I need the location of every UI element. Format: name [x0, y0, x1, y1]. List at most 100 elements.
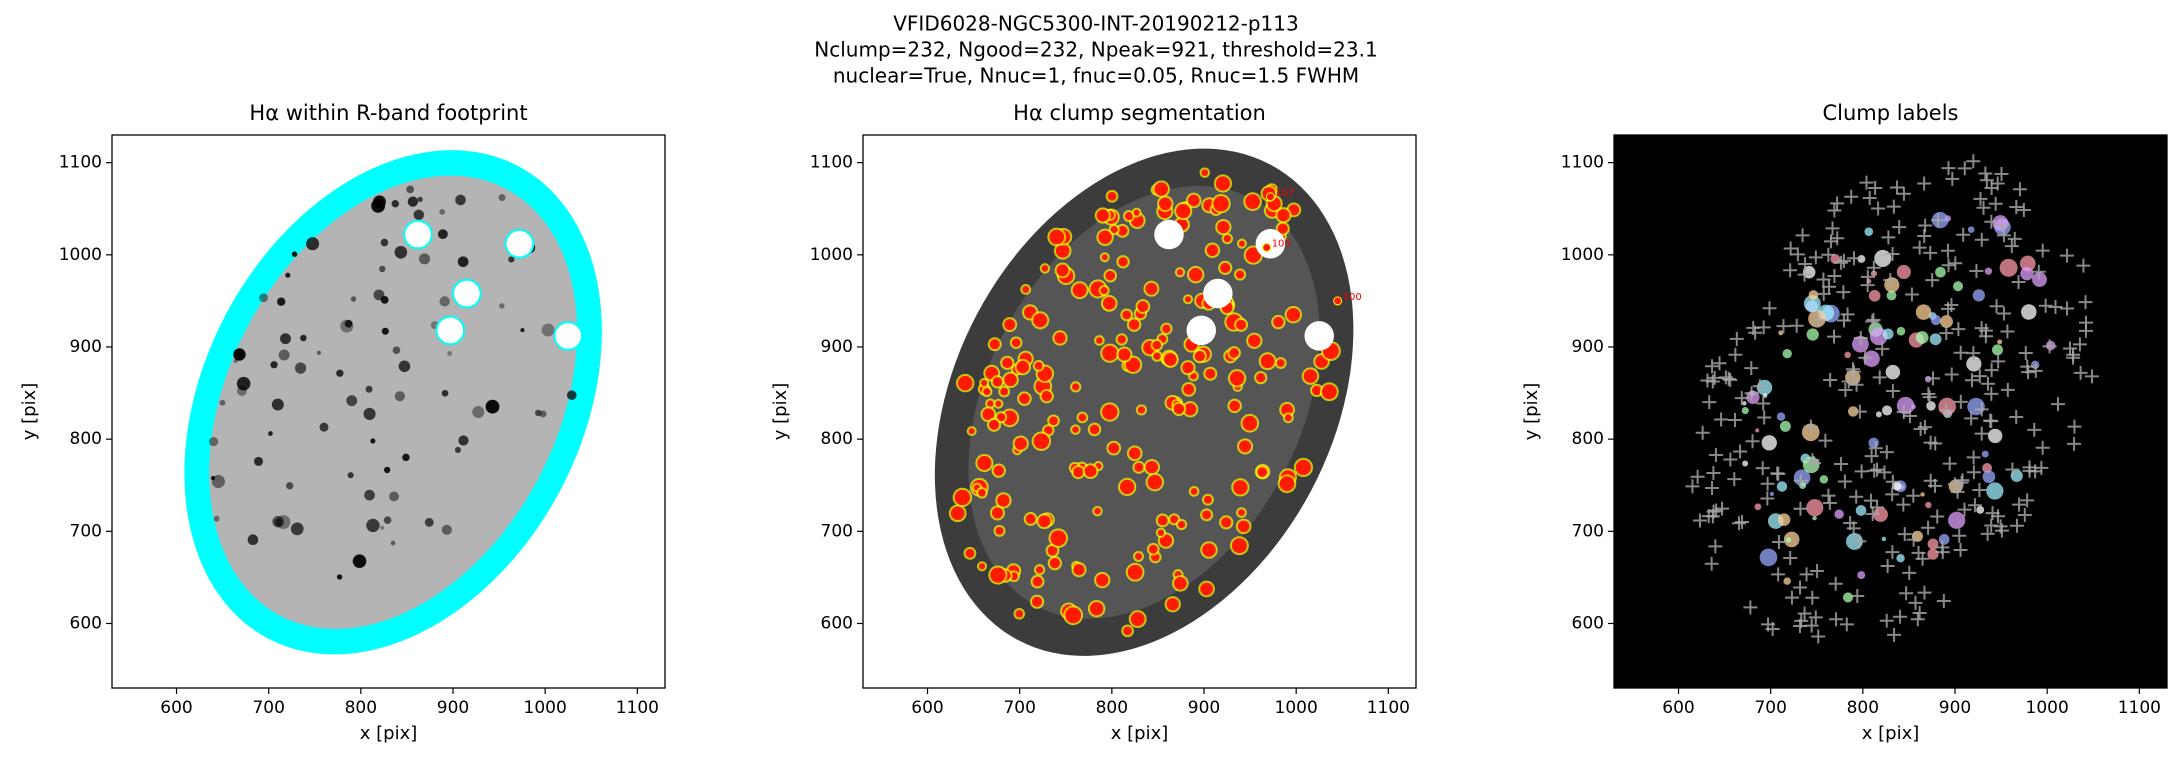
emission-knot	[319, 422, 329, 432]
clump	[1108, 442, 1120, 454]
emission-knot	[277, 297, 286, 306]
label-region	[1999, 258, 2018, 277]
peak-marker	[1950, 484, 1965, 499]
peak-marker	[1728, 347, 1743, 362]
peak-marker	[1964, 411, 1979, 426]
label-region	[1981, 450, 1989, 458]
peak-marker	[1984, 518, 1999, 533]
peak-marker	[2059, 248, 2074, 263]
peak-marker	[1830, 196, 1845, 211]
clump	[1215, 176, 1231, 191]
peak-marker	[1704, 556, 1719, 571]
clump	[1035, 566, 1044, 574]
clump	[1235, 270, 1245, 279]
clump-label: 105	[1272, 238, 1291, 249]
axes-frame	[862, 134, 1417, 689]
emission-knot	[344, 319, 353, 328]
clump	[1033, 313, 1048, 328]
clump	[1188, 267, 1203, 282]
peak-marker	[1972, 482, 1987, 497]
peak-marker	[1904, 287, 1919, 302]
label-region	[1868, 437, 1879, 449]
peak-marker	[1705, 481, 1720, 496]
peak-marker	[1906, 532, 1921, 547]
peak-marker	[1839, 617, 1854, 632]
peak-marker	[1885, 246, 1900, 261]
label-region	[1857, 571, 1866, 580]
clump	[1072, 383, 1080, 391]
clump	[1031, 596, 1043, 607]
peak-marker	[1836, 253, 1851, 268]
peak-marker	[1939, 326, 1954, 341]
peak-marker	[1972, 369, 1987, 384]
peak-marker	[1824, 234, 1839, 249]
label-region	[1776, 412, 1786, 421]
peak-marker	[2072, 337, 2087, 352]
clump	[1145, 460, 1158, 474]
clump	[1229, 371, 1245, 386]
label-region	[1976, 505, 1985, 514]
peak-marker	[1906, 488, 1921, 503]
peak-marker	[2004, 239, 2019, 254]
emission-knot	[209, 437, 219, 447]
peak-marker	[1808, 250, 1823, 265]
suptitle: nuclear=True, Nnuc=1, fnuc=0.05, Rnuc=1.…	[833, 64, 1359, 88]
clump	[1054, 332, 1066, 344]
clump	[1231, 538, 1247, 554]
clump	[1123, 626, 1132, 636]
label-region	[1967, 226, 1975, 233]
emission-knot	[285, 272, 291, 278]
peak-marker	[2063, 341, 2077, 356]
peak-marker	[1799, 567, 1814, 582]
clump	[1022, 285, 1030, 293]
peak-marker	[1917, 228, 1932, 243]
label-region	[1885, 364, 1901, 380]
emission-knot	[457, 256, 469, 268]
x-tick-label: 700	[1754, 698, 1786, 718]
clump	[1166, 598, 1179, 611]
peak-marker	[1892, 220, 1907, 235]
peak-marker	[1784, 590, 1799, 605]
peak-marker	[1969, 264, 1984, 279]
clump	[982, 408, 995, 421]
clump	[1154, 182, 1168, 196]
emission-knot	[280, 333, 291, 345]
label-region	[1812, 515, 1817, 521]
peak-marker	[1708, 448, 1723, 463]
peak-marker	[1827, 203, 1842, 218]
peak-marker	[1984, 181, 1999, 196]
mask	[1255, 229, 1286, 259]
x-tick-label: 1100	[2118, 698, 2161, 718]
emission-knot	[340, 319, 354, 333]
peak-marker	[1984, 363, 1999, 378]
clump	[1203, 495, 1212, 504]
label-region	[1769, 491, 1774, 497]
peak-marker	[1930, 509, 1945, 524]
peak-marker	[2009, 410, 2024, 425]
peak-marker	[1948, 256, 1963, 271]
y-tick-label: 700	[821, 521, 853, 541]
peak-marker	[1795, 228, 1810, 243]
x-tick-label: 900	[1188, 698, 1220, 718]
y-tick-label: 600	[821, 613, 853, 633]
clump	[965, 548, 975, 558]
label-region	[1803, 295, 1821, 313]
clump	[1286, 307, 1301, 322]
emission-knot	[424, 517, 434, 527]
peak-marker	[1714, 412, 1729, 427]
peak-marker	[2035, 440, 2050, 455]
peak-marker	[1974, 402, 1989, 417]
emission-knot	[236, 376, 251, 391]
clump	[1125, 357, 1141, 372]
suptitle: VFID6028-NGC5300-INT-20190212-p113	[893, 12, 1298, 36]
clump	[1137, 301, 1149, 312]
emission-knot	[219, 399, 226, 406]
axes-frame	[1613, 134, 2168, 689]
clump	[1147, 474, 1163, 490]
peak-marker	[1957, 502, 1972, 517]
peak-marker	[2060, 301, 2075, 316]
galaxy-region	[209, 175, 578, 629]
peak-marker	[1821, 279, 1836, 294]
peak-marker	[1850, 588, 1865, 603]
emission-knot	[498, 194, 506, 202]
